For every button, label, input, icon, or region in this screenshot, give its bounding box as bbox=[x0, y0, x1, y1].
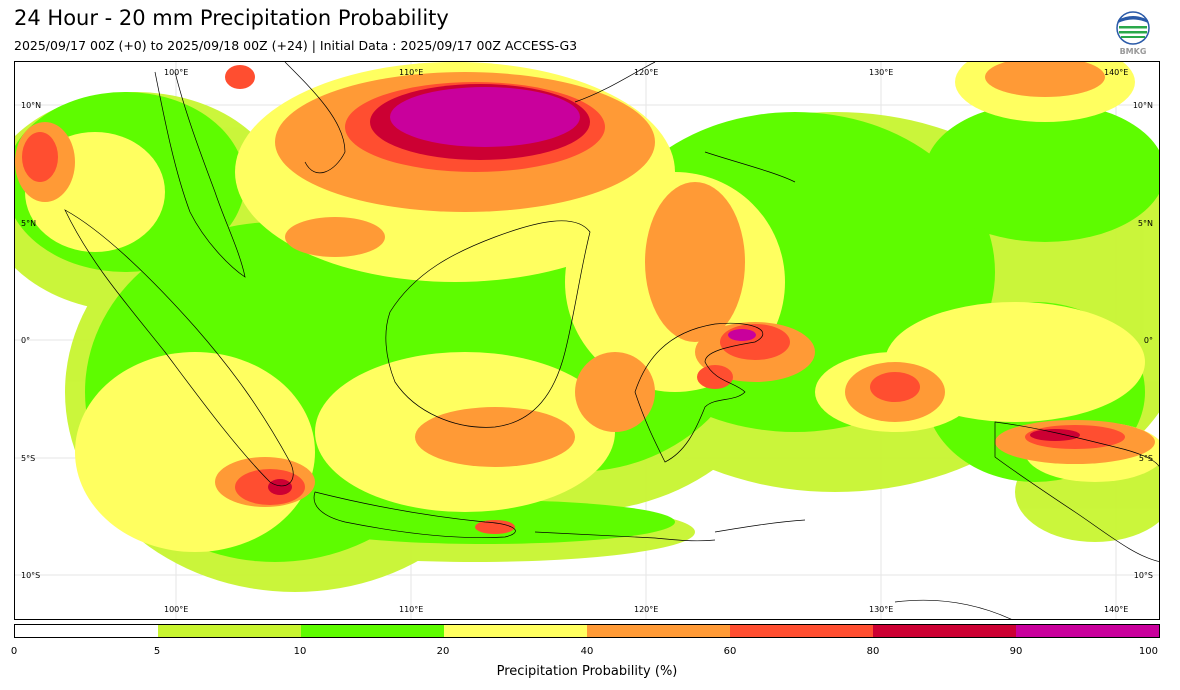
lat-label-10s-left: 10°S bbox=[21, 571, 41, 580]
colorbar-tick-0: 0 bbox=[10, 646, 18, 657]
lon-label-120e-bottom: 120°E bbox=[634, 605, 659, 614]
lat-label-10s-right: 10°S bbox=[1133, 571, 1153, 580]
colorbar-segment-20-40 bbox=[444, 625, 587, 637]
colorbar-segment-40-60 bbox=[587, 625, 730, 637]
lon-label-130e-top: 130°E bbox=[869, 68, 894, 77]
precipitation-map: 100°E 110°E 120°E 130°E 140°E 100°E 110°… bbox=[14, 61, 1160, 620]
lat-label-5n-right: 5°N bbox=[1137, 219, 1153, 228]
lat-label-5n-left: 5°N bbox=[21, 219, 37, 228]
colorbar bbox=[14, 624, 1160, 638]
colorbar-tick-90: 90 bbox=[1009, 646, 1023, 657]
lon-label-120e-top: 120°E bbox=[634, 68, 659, 77]
colorbar-segment-60-80 bbox=[730, 625, 873, 637]
lon-label-110e-bottom: 110°E bbox=[399, 605, 424, 614]
colorbar-segment-5-10 bbox=[158, 625, 301, 637]
chart-title: 24 Hour - 20 mm Precipitation Probabilit… bbox=[14, 6, 449, 30]
chart-subtitle: 2025/09/17 00Z (+0) to 2025/09/18 00Z (+… bbox=[14, 38, 578, 53]
colorbar-tick-60: 60 bbox=[723, 646, 737, 657]
colorbar-tick-20: 20 bbox=[436, 646, 450, 657]
lat-label-10n-right: 10°N bbox=[1132, 101, 1153, 110]
colorbar-segment-90-100 bbox=[1016, 625, 1159, 637]
lat-label-0-right: 0° bbox=[1143, 336, 1153, 345]
lat-label-5s-left: 5°S bbox=[21, 454, 36, 463]
colorbar-segment-0-5 bbox=[15, 625, 158, 637]
lon-label-140e-top: 140°E bbox=[1104, 68, 1129, 77]
lat-label-5s-right: 5°S bbox=[1138, 454, 1153, 463]
colorbar-segment-10-20 bbox=[301, 625, 444, 637]
colorbar-tick-10: 10 bbox=[293, 646, 307, 657]
lat-label-10n-left: 10°N bbox=[21, 101, 42, 110]
map-graphic bbox=[15, 62, 1159, 619]
lon-label-140e-bottom: 140°E bbox=[1104, 605, 1129, 614]
lat-label-0-left: 0° bbox=[21, 336, 31, 345]
lon-label-130e-bottom: 130°E bbox=[869, 605, 894, 614]
colorbar-label: Precipitation Probability (%) bbox=[496, 664, 678, 679]
colorbar-segment-80-90 bbox=[873, 625, 1016, 637]
colorbar-tick-5: 5 bbox=[153, 646, 161, 657]
lon-label-100e-top: 100°E bbox=[164, 68, 189, 77]
bmkg-logo: BMKG bbox=[1113, 10, 1153, 56]
lon-label-110e-top: 110°E bbox=[399, 68, 424, 77]
colorbar-tick-80: 80 bbox=[866, 646, 880, 657]
colorbar-tick-100: 100 bbox=[1138, 646, 1158, 657]
logo-text: BMKG bbox=[1120, 47, 1147, 56]
lon-label-100e-bottom: 100°E bbox=[164, 605, 189, 614]
colorbar-tick-40: 40 bbox=[580, 646, 594, 657]
